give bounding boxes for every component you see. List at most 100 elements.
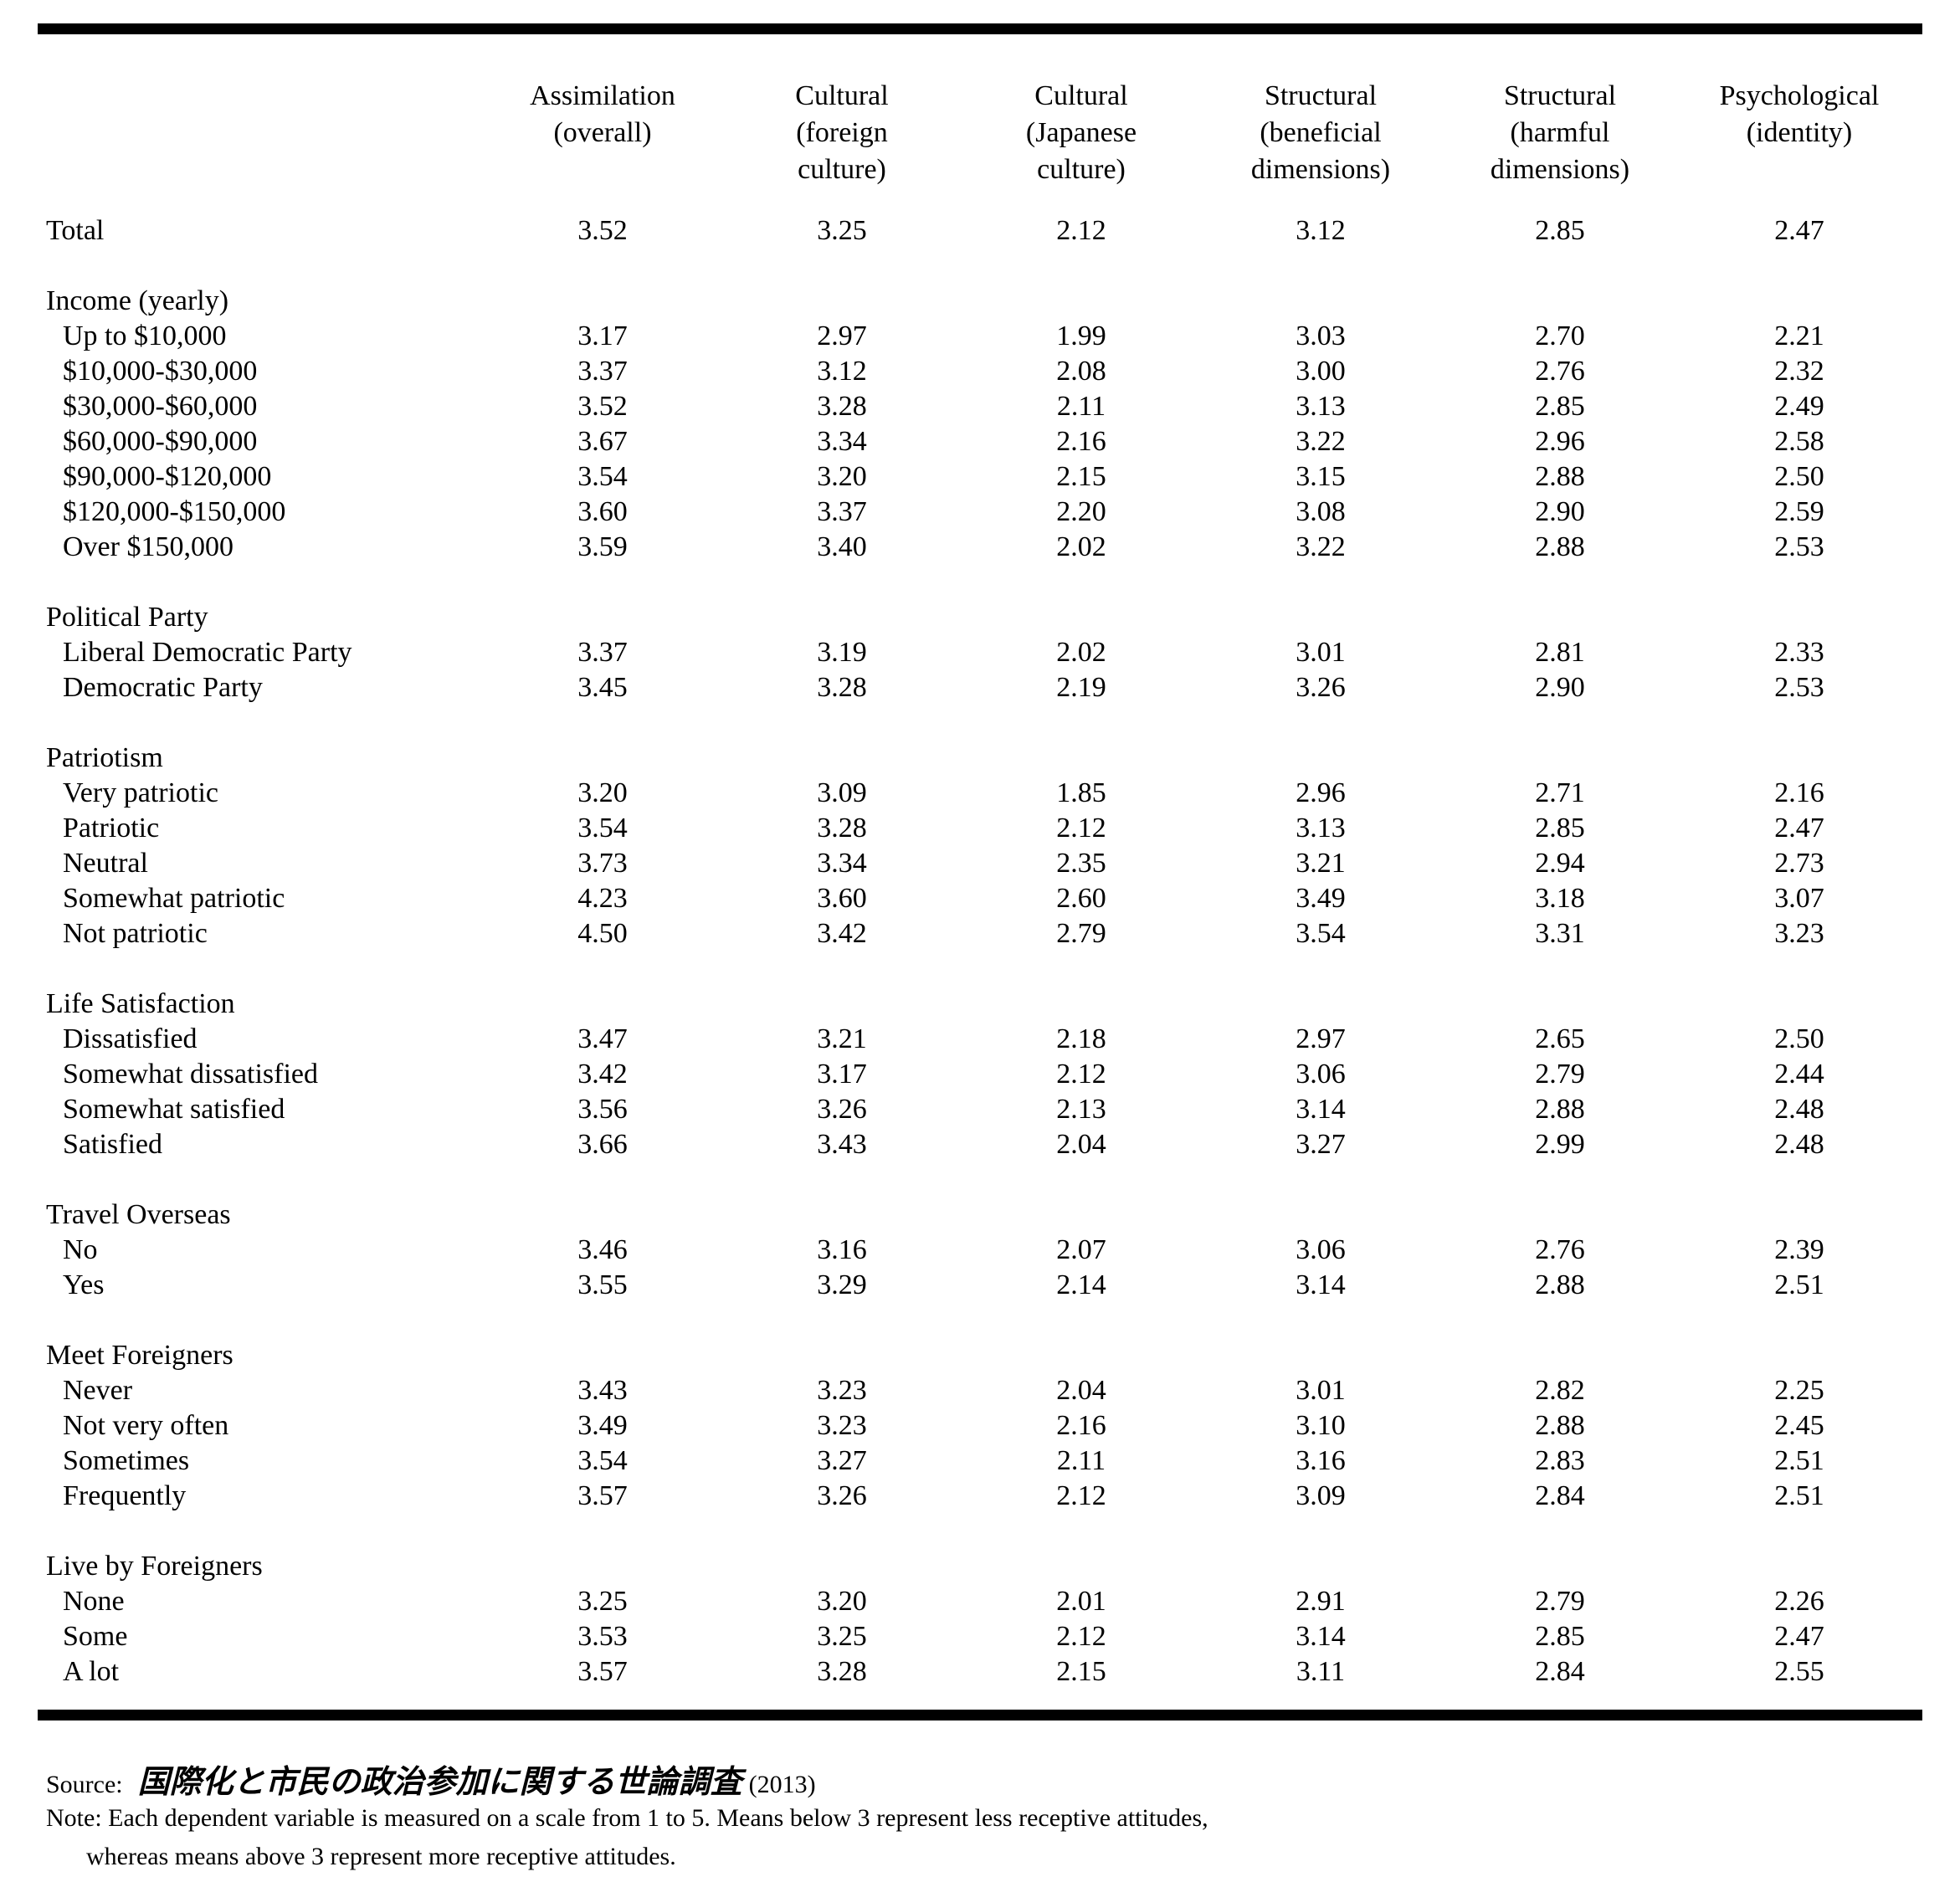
table-row: Total 3.52 3.25 2.12 3.12 2.85 2.47 (38, 213, 1922, 249)
value-cell: 2.96 (1535, 426, 1585, 457)
source-label: Source: (46, 1771, 123, 1798)
value-cell: 2.88 (1535, 1269, 1585, 1300)
table-row: Somewhat satisfied 3.56 3.26 2.13 3.14 2.88 2.… (38, 1092, 1922, 1127)
value-cell: 2.11 (1056, 1445, 1106, 1476)
section-header-label: Patriotism (46, 742, 163, 773)
table-body: Total 3.52 3.25 2.12 3.12 2.85 2.47 Income (yea… (38, 213, 1922, 1690)
value-cell: 3.52 (577, 391, 628, 422)
table-section: Political Party Liberal Democratic Party 3… (38, 600, 1922, 705)
value-cell: 2.16 (1056, 1410, 1106, 1441)
table-row: Somewhat patriotic 4.23 3.60 2.60 3.49 3.18 3.… (38, 881, 1922, 916)
section-header-label: Travel Overseas (46, 1199, 231, 1230)
table-header-row: Assimilation (overall) Cultural (foreign … (38, 78, 1922, 188)
value-cell: 2.65 (1535, 1023, 1585, 1054)
value-cell: 3.37 (577, 637, 628, 668)
table-row: Frequently 3.57 3.26 2.12 3.09 2.84 2.51 (38, 1479, 1922, 1514)
value-cell: 2.58 (1774, 426, 1824, 457)
value-cell: 2.12 (1056, 1059, 1106, 1090)
table-row: None 3.25 3.20 2.01 2.91 2.79 2.26 (38, 1584, 1922, 1619)
value-cell: 3.53 (577, 1621, 628, 1652)
value-cell: 3.37 (817, 496, 867, 527)
value-cell: 2.47 (1774, 1621, 1824, 1652)
value-cell: 2.51 (1774, 1269, 1824, 1300)
table-row: $120,000-$150,000 3.60 3.37 2.20 3.08 2.90 2.5… (38, 495, 1922, 530)
value-cell: 1.85 (1056, 777, 1106, 808)
row-label: Somewhat patriotic (63, 883, 285, 914)
value-cell: 3.26 (1296, 672, 1346, 703)
value-cell: 3.07 (1774, 883, 1824, 914)
column-header-5: Structural (harmful dimensions) (1490, 80, 1630, 185)
table-row: Over $150,000 3.59 3.40 2.02 3.22 2.88 2.53 (38, 530, 1922, 565)
value-cell: 3.47 (577, 1023, 628, 1054)
note-line-1: Note: Each dependent variable is measure… (46, 1804, 1208, 1832)
table-row: Very patriotic 3.20 3.09 1.85 2.96 2.71 2.16 (38, 776, 1922, 811)
table-row: Yes 3.55 3.29 2.14 3.14 2.88 2.51 (38, 1268, 1922, 1303)
value-cell: 3.28 (817, 672, 867, 703)
value-cell: 2.76 (1535, 356, 1585, 387)
table-top-rule (38, 23, 1922, 34)
value-cell: 3.54 (577, 1445, 628, 1476)
value-cell: 2.26 (1774, 1586, 1824, 1617)
section-header-row: Travel Overseas (38, 1197, 1922, 1233)
row-label: Neutral (63, 848, 148, 879)
value-cell: 3.12 (817, 356, 867, 387)
value-cell: 3.26 (817, 1094, 867, 1125)
value-cell: 3.28 (817, 391, 867, 422)
value-cell: 2.85 (1535, 391, 1585, 422)
value-cell: 2.47 (1774, 215, 1824, 246)
value-cell: 2.20 (1056, 496, 1106, 527)
table-section: Patriotism Very patriotic 3.20 3.09 1.85 2.96… (38, 741, 1922, 951)
value-cell: 3.28 (817, 1656, 867, 1687)
section-header-row: Life Satisfaction (38, 987, 1922, 1022)
row-label: Frequently (63, 1480, 187, 1511)
value-cell: 2.85 (1535, 215, 1585, 246)
row-label: Sometimes (63, 1445, 190, 1476)
value-cell: 3.22 (1296, 426, 1346, 457)
table-row: Patriotic 3.54 3.28 2.12 3.13 2.85 2.47 (38, 811, 1922, 846)
value-cell: 3.43 (817, 1129, 867, 1160)
value-cell: 3.34 (817, 426, 867, 457)
value-cell: 3.66 (577, 1129, 628, 1160)
value-cell: 2.39 (1774, 1234, 1824, 1265)
table-section: Total 3.52 3.25 2.12 3.12 2.85 2.47 (38, 213, 1922, 249)
value-cell: 3.59 (577, 531, 628, 562)
table-row: No 3.46 3.16 2.07 3.06 2.76 2.39 (38, 1233, 1922, 1268)
value-cell: 3.25 (817, 215, 867, 246)
value-cell: 3.42 (817, 918, 867, 949)
value-cell: 2.08 (1056, 356, 1106, 387)
value-cell: 2.04 (1056, 1375, 1106, 1406)
row-label: Not patriotic (63, 918, 208, 949)
value-cell: 3.49 (1296, 883, 1346, 914)
value-cell: 3.13 (1296, 391, 1346, 422)
value-cell: 3.03 (1296, 321, 1346, 351)
value-cell: 3.16 (817, 1234, 867, 1265)
value-cell: 3.17 (817, 1059, 867, 1090)
section-header-label: Income (yearly) (46, 285, 229, 316)
value-cell: 2.84 (1535, 1480, 1585, 1511)
value-cell: 2.81 (1535, 637, 1585, 668)
value-cell: 2.15 (1056, 1656, 1106, 1687)
value-cell: 3.16 (1296, 1445, 1346, 1476)
table-row: Neutral 3.73 3.34 2.35 3.21 2.94 2.73 (38, 846, 1922, 881)
section-header-row: Live by Foreigners (38, 1549, 1922, 1584)
column-header-2: Cultural (foreign culture) (795, 80, 889, 185)
value-cell: 2.73 (1774, 848, 1824, 879)
value-cell: 2.90 (1535, 672, 1585, 703)
value-cell: 2.01 (1056, 1586, 1106, 1617)
value-cell: 2.79 (1535, 1059, 1585, 1090)
value-cell: 4.50 (577, 918, 628, 949)
section-header-label: Live by Foreigners (46, 1551, 263, 1582)
value-cell: 3.60 (577, 496, 628, 527)
value-cell: 2.32 (1774, 356, 1824, 387)
section-header-row: Patriotism (38, 741, 1922, 776)
table-row: A lot 3.57 3.28 2.15 3.11 2.84 2.55 (38, 1654, 1922, 1690)
value-cell: 2.13 (1056, 1094, 1106, 1125)
value-cell: 3.55 (577, 1269, 628, 1300)
value-cell: 2.16 (1056, 426, 1106, 457)
row-label: $60,000-$90,000 (63, 426, 258, 457)
row-label: Total (46, 215, 105, 246)
row-label: Democratic Party (63, 672, 263, 703)
value-cell: 3.54 (577, 461, 628, 492)
value-cell: 3.23 (1774, 918, 1824, 949)
